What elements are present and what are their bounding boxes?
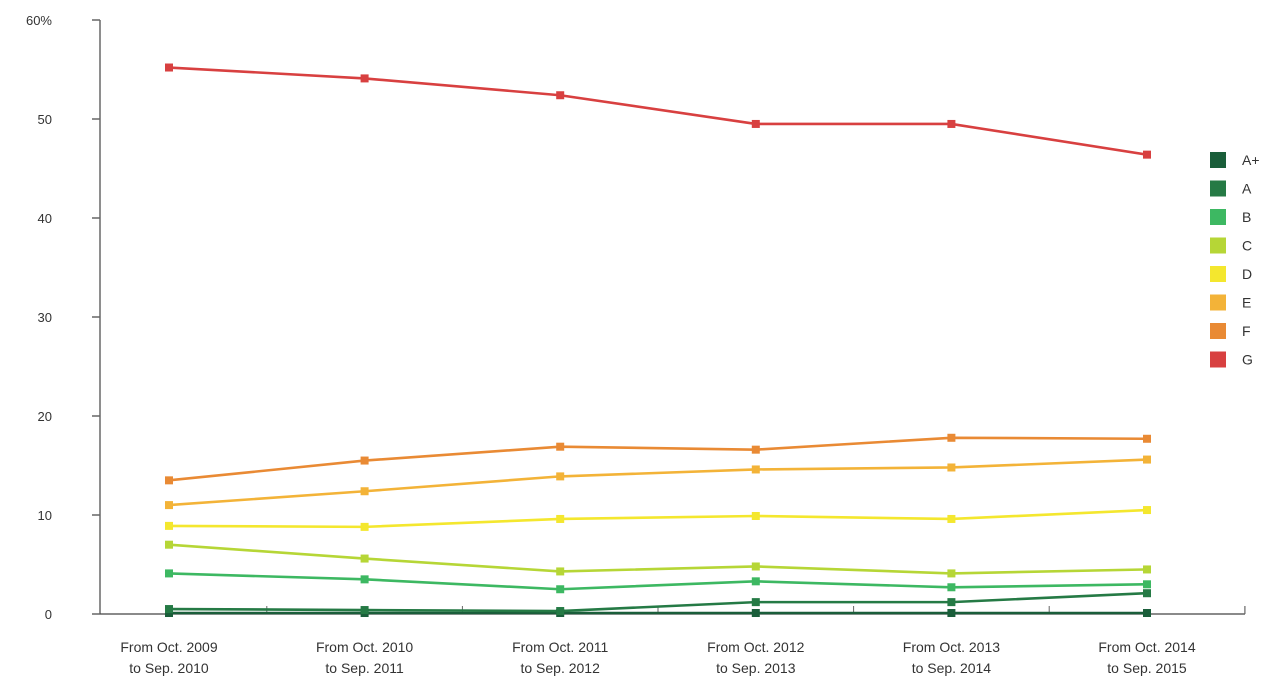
legend-label: A+ xyxy=(1242,152,1260,168)
data-point-A xyxy=(1143,589,1151,598)
legend-label: C xyxy=(1242,238,1252,254)
data-point-D xyxy=(947,514,956,523)
legend-label: E xyxy=(1242,295,1251,311)
legend-swatch-G xyxy=(1210,351,1226,368)
data-point-C xyxy=(751,562,760,571)
legend-swatch-B xyxy=(1210,209,1226,225)
legend-swatch-F xyxy=(1210,323,1226,339)
data-point-A+ xyxy=(1143,609,1151,618)
legend-swatch-E xyxy=(1210,294,1226,311)
data-point-E xyxy=(751,465,760,474)
data-point-A xyxy=(556,607,565,616)
data-point-D xyxy=(556,514,565,523)
data-point-A xyxy=(751,598,760,607)
data-point-C xyxy=(1143,565,1151,574)
data-point-B xyxy=(1143,580,1151,589)
x-tick-label: From Oct. 2009 xyxy=(120,639,217,655)
x-tick-label: From Oct. 2014 xyxy=(1098,639,1195,655)
y-tick-label: 0 xyxy=(45,607,52,622)
data-point-B xyxy=(556,585,565,594)
x-tick-label: to Sep. 2014 xyxy=(912,660,992,676)
legend-label: B xyxy=(1242,209,1251,225)
data-point-C xyxy=(165,540,173,549)
series-line-E xyxy=(167,458,1149,507)
data-point-B xyxy=(947,583,956,592)
data-point-C xyxy=(360,554,369,563)
data-point-D xyxy=(360,522,369,531)
data-point-G xyxy=(751,119,760,128)
data-point-B xyxy=(751,577,760,586)
series-lines xyxy=(167,66,1149,615)
data-point-A xyxy=(165,605,173,614)
data-point-A xyxy=(360,606,369,615)
data-point-D xyxy=(751,511,760,520)
series-line-F xyxy=(167,436,1149,482)
series-line-C xyxy=(167,543,1149,575)
data-point-C xyxy=(556,567,565,576)
y-tick-label: 30 xyxy=(38,310,52,325)
data-point-F xyxy=(1143,434,1151,443)
x-tick-label: to Sep. 2015 xyxy=(1107,660,1187,676)
series-line-G xyxy=(167,66,1149,156)
data-point-F xyxy=(947,433,956,442)
data-point-E xyxy=(556,472,565,481)
data-point-G xyxy=(1143,150,1151,159)
data-point-G xyxy=(360,74,369,83)
data-point-F xyxy=(556,442,565,451)
y-tick-label: 40 xyxy=(38,211,52,226)
x-tick-label: From Oct. 2011 xyxy=(512,639,608,655)
y-tick-label: 60% xyxy=(26,13,52,28)
data-point-F xyxy=(751,445,760,454)
x-tick-label: From Oct. 2012 xyxy=(707,639,804,655)
legend-label: G xyxy=(1242,352,1253,368)
data-point-E xyxy=(165,501,173,510)
series-points xyxy=(165,63,1151,618)
x-tick-label: to Sep. 2012 xyxy=(520,660,600,676)
data-point-C xyxy=(947,569,956,578)
legend-swatch-A+ xyxy=(1210,152,1226,168)
data-point-E xyxy=(360,487,369,496)
data-point-D xyxy=(165,521,173,530)
legend-label: F xyxy=(1242,323,1251,339)
y-tick-label: 10 xyxy=(38,508,52,523)
data-point-F xyxy=(360,456,369,465)
x-tick-label: From Oct. 2013 xyxy=(903,639,1000,655)
data-point-B xyxy=(165,569,173,578)
y-tick-label: 50 xyxy=(38,112,52,127)
data-point-E xyxy=(1143,455,1151,464)
x-tick-label: From Oct. 2010 xyxy=(316,639,413,655)
data-point-A xyxy=(947,598,956,607)
series-line-D xyxy=(167,508,1149,529)
data-point-G xyxy=(165,63,173,72)
axes: 0 10 20 30 40 50 60% From Oct. 2009 to Sep. 2010… xyxy=(26,13,1246,676)
legend-label: A xyxy=(1242,181,1252,197)
x-tick-label: to Sep. 2011 xyxy=(325,660,404,676)
data-point-A+ xyxy=(947,609,956,618)
data-point-G xyxy=(947,119,956,128)
data-point-D xyxy=(1143,506,1151,515)
series-line-B xyxy=(167,572,1149,591)
legend-swatch-D xyxy=(1210,266,1226,282)
legend-swatch-A xyxy=(1210,180,1226,197)
data-point-F xyxy=(165,476,173,485)
data-point-G xyxy=(556,91,565,100)
x-tick-label: to Sep. 2013 xyxy=(716,660,796,676)
data-point-E xyxy=(947,463,956,472)
x-tick-label: to Sep. 2010 xyxy=(129,660,209,676)
series-line-A xyxy=(167,591,1149,613)
data-point-A+ xyxy=(751,609,760,618)
y-tick-label: 20 xyxy=(38,409,52,424)
data-point-B xyxy=(360,575,369,584)
legend-swatch-C xyxy=(1210,237,1226,254)
legend-label: D xyxy=(1242,266,1252,282)
